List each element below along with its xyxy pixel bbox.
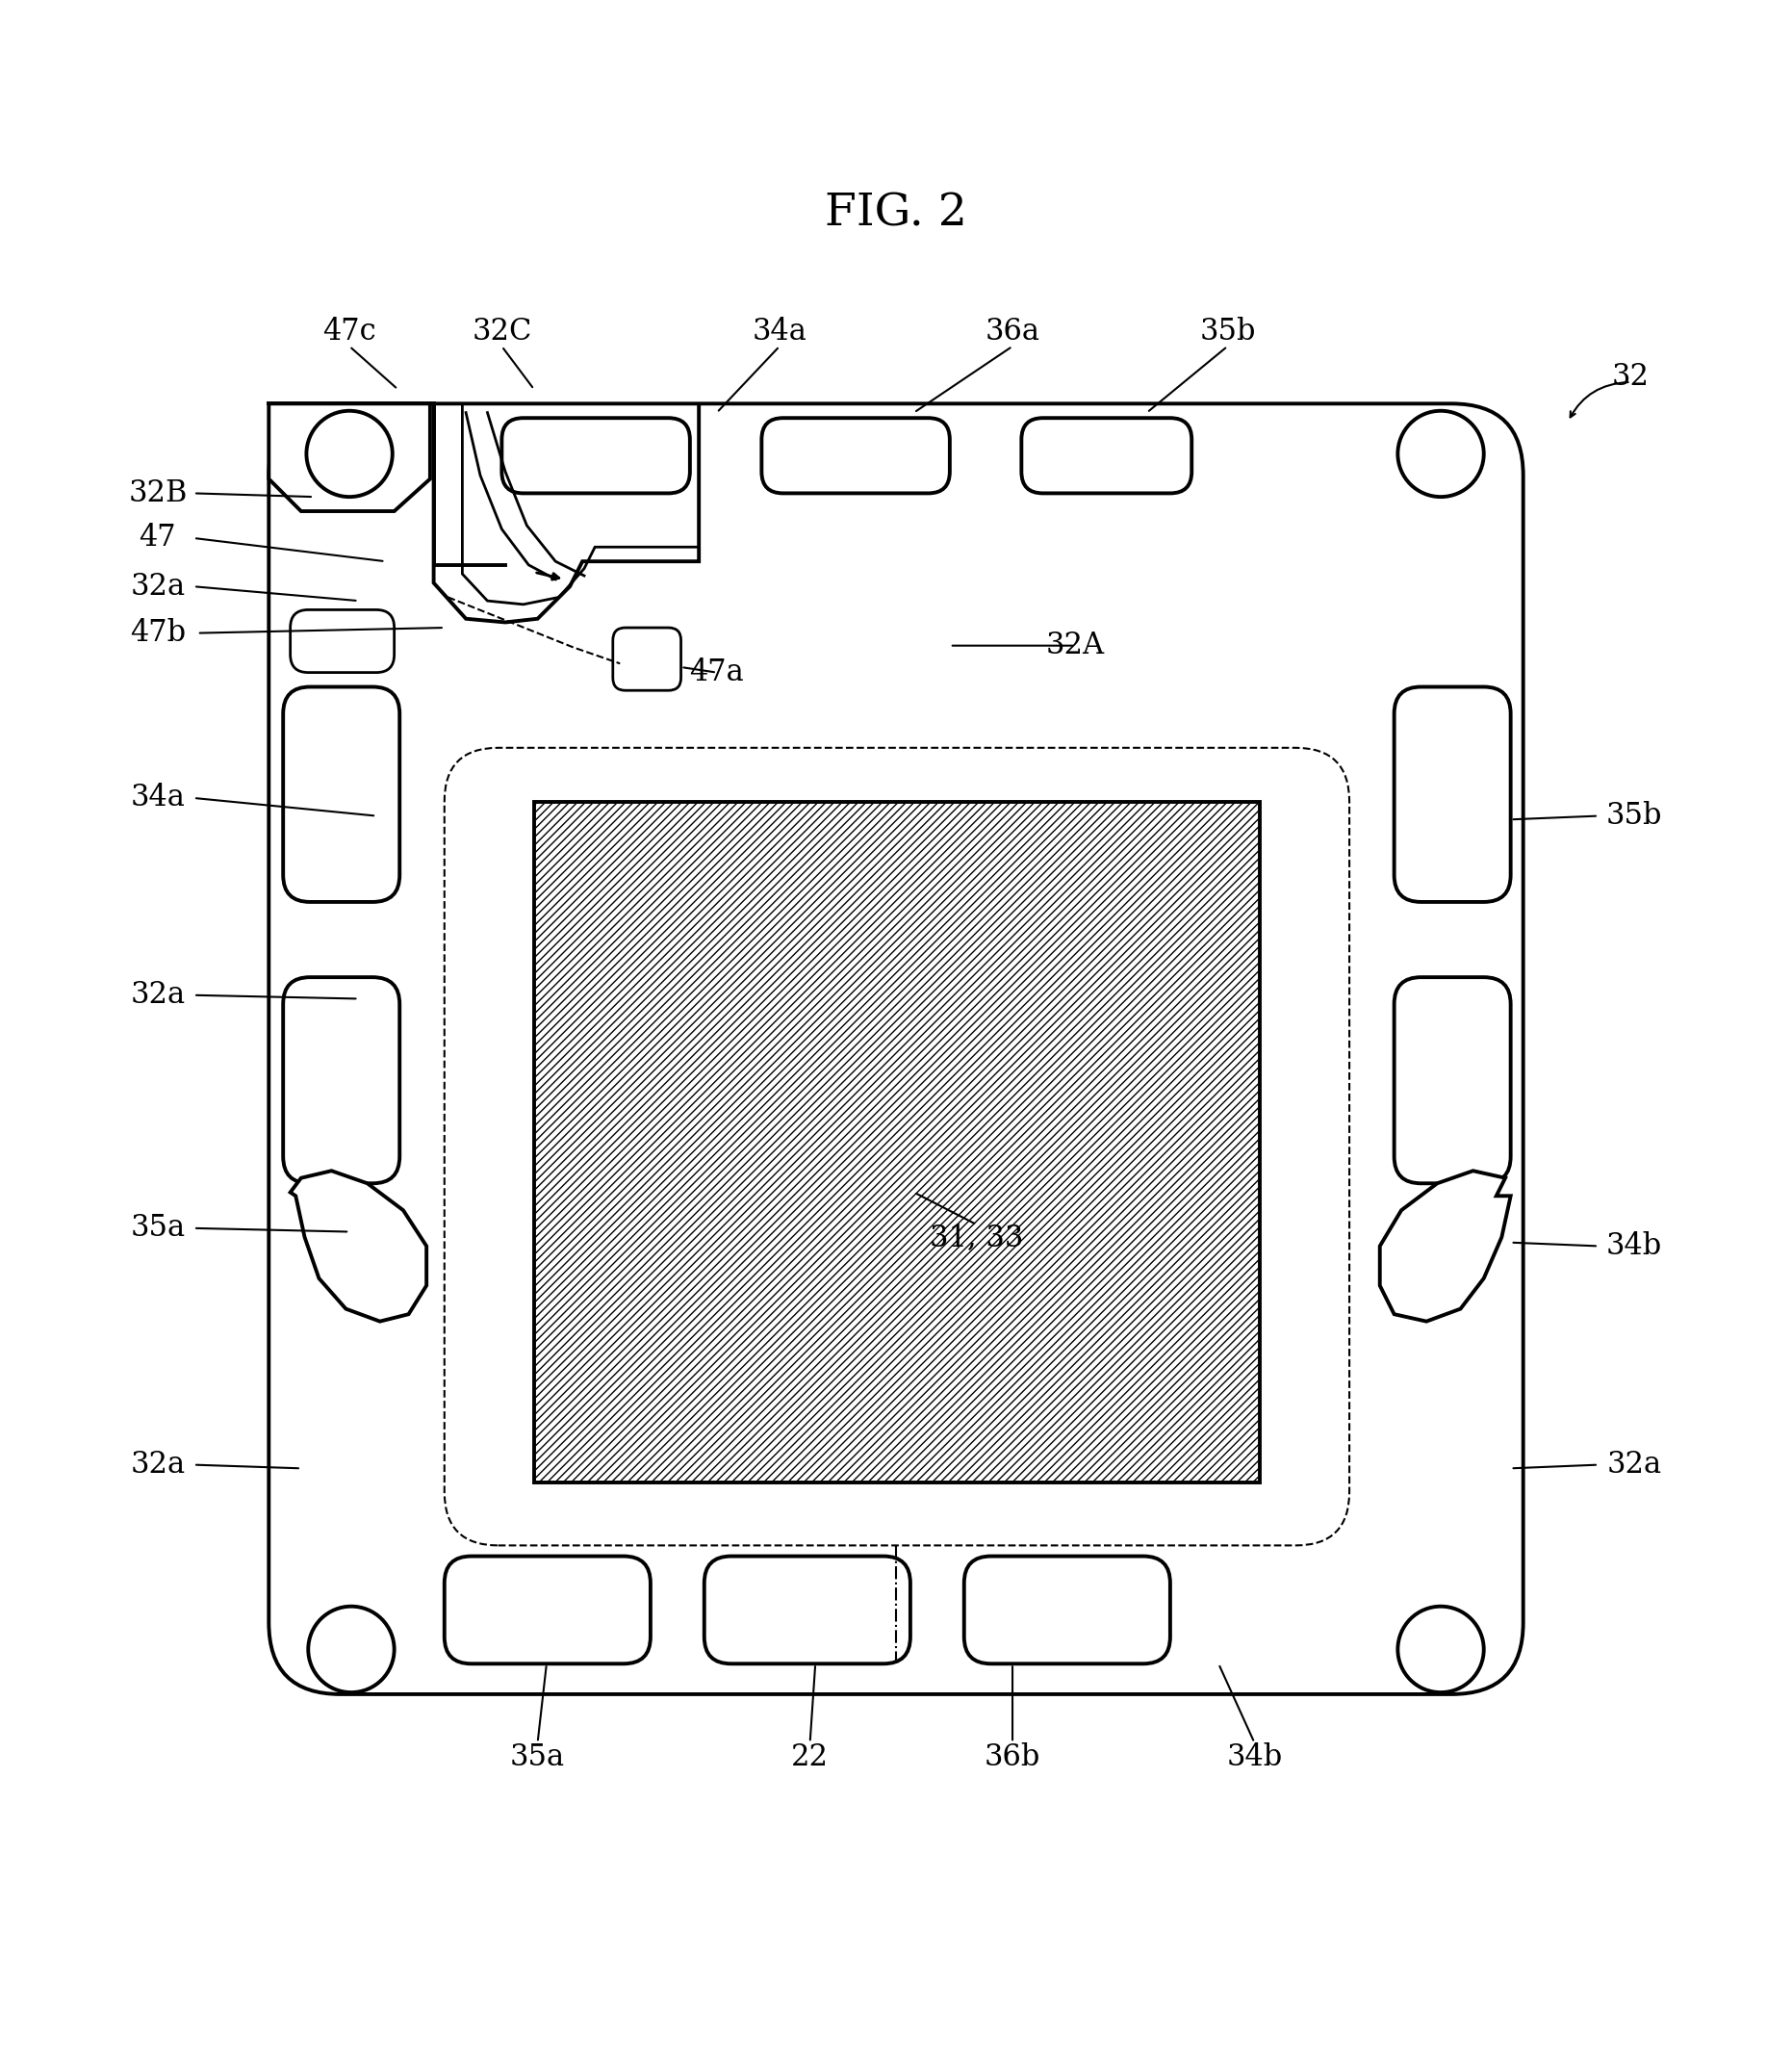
Text: 32a: 32a bbox=[131, 979, 185, 1010]
Circle shape bbox=[306, 410, 392, 497]
Text: 47c: 47c bbox=[323, 318, 376, 346]
Text: 34a: 34a bbox=[131, 784, 185, 812]
Text: 34b: 34b bbox=[1226, 1742, 1283, 1771]
Text: 32C: 32C bbox=[471, 318, 532, 346]
Text: 47b: 47b bbox=[129, 619, 186, 647]
Text: 32B: 32B bbox=[129, 478, 186, 507]
FancyBboxPatch shape bbox=[964, 1557, 1170, 1664]
Text: 47a: 47a bbox=[690, 658, 744, 687]
Polygon shape bbox=[269, 404, 430, 511]
FancyBboxPatch shape bbox=[1394, 687, 1511, 901]
Text: 34a: 34a bbox=[753, 318, 806, 346]
Polygon shape bbox=[290, 1171, 426, 1322]
Text: 32A: 32A bbox=[1047, 631, 1104, 660]
Polygon shape bbox=[1380, 1171, 1511, 1322]
Text: 35b: 35b bbox=[1606, 800, 1663, 831]
Text: 35a: 35a bbox=[131, 1212, 185, 1243]
Text: 32a: 32a bbox=[131, 571, 185, 602]
Circle shape bbox=[308, 1606, 394, 1693]
FancyBboxPatch shape bbox=[269, 404, 1523, 1695]
FancyBboxPatch shape bbox=[704, 1557, 910, 1664]
FancyBboxPatch shape bbox=[283, 687, 400, 901]
Text: 36b: 36b bbox=[984, 1742, 1041, 1771]
Text: 35b: 35b bbox=[1199, 318, 1256, 346]
Circle shape bbox=[1398, 1606, 1484, 1693]
FancyBboxPatch shape bbox=[283, 977, 400, 1184]
Text: 47: 47 bbox=[140, 524, 176, 553]
Text: 31, 33: 31, 33 bbox=[930, 1223, 1023, 1252]
Text: 32a: 32a bbox=[131, 1450, 185, 1481]
Text: 34b: 34b bbox=[1606, 1231, 1663, 1262]
Text: FIG. 2: FIG. 2 bbox=[824, 192, 968, 235]
Text: 36a: 36a bbox=[986, 318, 1039, 346]
Circle shape bbox=[308, 410, 394, 497]
FancyBboxPatch shape bbox=[613, 627, 681, 691]
FancyBboxPatch shape bbox=[444, 1557, 650, 1664]
Circle shape bbox=[1398, 410, 1484, 497]
FancyBboxPatch shape bbox=[1021, 419, 1192, 493]
Text: 35a: 35a bbox=[511, 1742, 564, 1771]
Text: 22: 22 bbox=[792, 1742, 828, 1771]
Bar bbox=[534, 802, 1260, 1483]
FancyBboxPatch shape bbox=[1394, 977, 1511, 1184]
Text: 32: 32 bbox=[1613, 361, 1649, 392]
FancyBboxPatch shape bbox=[762, 419, 950, 493]
Text: 32a: 32a bbox=[1607, 1450, 1661, 1481]
FancyBboxPatch shape bbox=[502, 419, 690, 493]
FancyBboxPatch shape bbox=[290, 610, 394, 672]
